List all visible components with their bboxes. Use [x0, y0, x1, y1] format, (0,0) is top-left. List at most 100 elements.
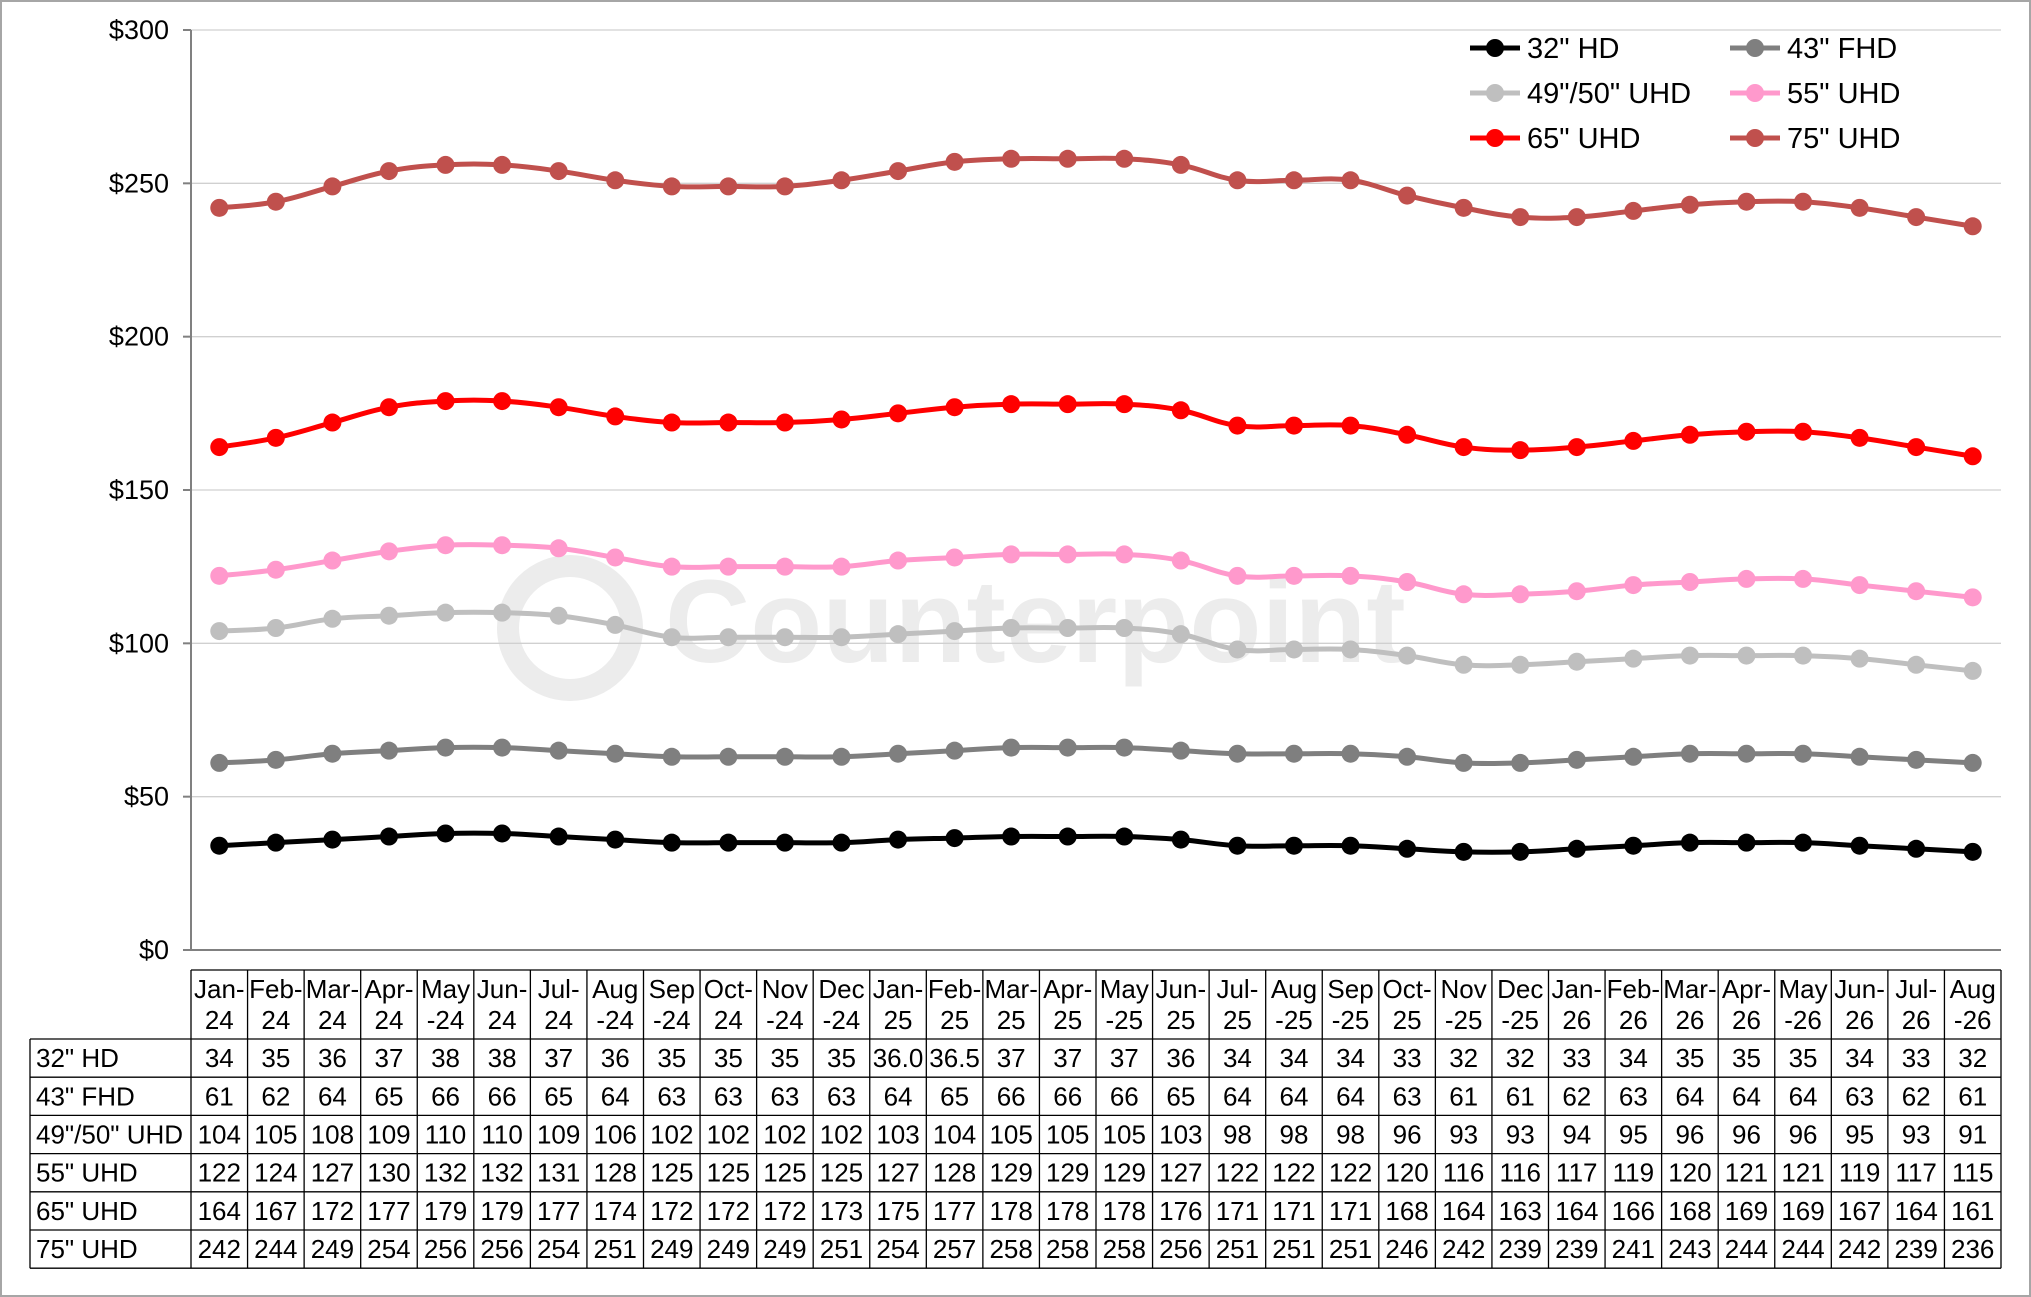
legend-label: 43" FHD: [1787, 33, 1897, 65]
data-point: [945, 152, 964, 171]
data-point: [323, 830, 342, 849]
x-tick-label: -25: [1275, 1005, 1313, 1035]
data-point: [1341, 640, 1360, 659]
data-label: 239: [1555, 1234, 1598, 1264]
data-label: 128: [933, 1158, 976, 1188]
data-label: 249: [763, 1234, 806, 1264]
data-label: 109: [367, 1120, 410, 1150]
data-point: [1794, 646, 1813, 665]
data-label: 115: [1952, 1158, 1993, 1188]
data-label: 63: [657, 1081, 686, 1111]
data-label: 36.5: [929, 1043, 980, 1073]
x-tick-label: Mar-: [1663, 974, 1716, 1004]
data-point: [549, 606, 568, 625]
data-label: 105: [1046, 1120, 1089, 1150]
data-label: 251: [1329, 1234, 1372, 1264]
data-label: 172: [311, 1196, 354, 1226]
data-point: [1002, 619, 1021, 637]
data-label: 96: [1675, 1120, 1704, 1150]
data-label: 178: [989, 1196, 1032, 1226]
data-point: [1907, 438, 1926, 457]
data-label: 239: [1894, 1234, 1937, 1264]
data-label: 96: [1393, 1120, 1422, 1150]
data-point: [1228, 836, 1247, 855]
data-point: [775, 413, 794, 432]
table-row-label: 65" UHD: [36, 1196, 138, 1226]
data-label: 254: [876, 1234, 919, 1264]
data-point: [1115, 738, 1134, 757]
data-point: [832, 628, 851, 647]
data-point: [210, 438, 229, 457]
data-label: 251: [1216, 1234, 1259, 1264]
data-label: 64: [1280, 1081, 1309, 1111]
data-label: 258: [1046, 1234, 1089, 1264]
data-label: 66: [431, 1081, 460, 1111]
data-label: 242: [1442, 1234, 1485, 1264]
data-point: [832, 171, 851, 190]
data-point: [210, 753, 229, 772]
x-tick-label: -25: [1105, 1005, 1143, 1035]
data-point: [832, 410, 851, 429]
data-point: [1228, 171, 1247, 190]
data-label: 127: [1159, 1158, 1202, 1188]
data-point: [662, 557, 681, 576]
data-point: [1850, 198, 1869, 217]
data-label: 171: [1216, 1196, 1259, 1226]
data-label: 96: [1732, 1120, 1761, 1150]
data-point: [889, 404, 908, 423]
data-label: 35: [1789, 1043, 1818, 1073]
data-label: 167: [254, 1196, 297, 1226]
data-point: [1511, 585, 1530, 604]
data-label: 251: [820, 1234, 863, 1264]
x-tick-label: 26: [1845, 1005, 1874, 1035]
data-label: 64: [884, 1081, 913, 1111]
data-label: 32: [1449, 1043, 1478, 1073]
x-tick-label: Jan-: [194, 974, 245, 1004]
data-point: [1002, 149, 1021, 168]
data-point: [662, 628, 681, 647]
data-point: [1850, 747, 1869, 766]
data-label: 119: [1613, 1158, 1654, 1188]
x-tick-label: Apr-: [1722, 974, 1771, 1004]
x-tick-label: -25: [1332, 1005, 1370, 1035]
data-label: 122: [1329, 1158, 1372, 1188]
data-point: [1002, 738, 1021, 757]
data-label: 98: [1280, 1120, 1309, 1150]
data-label: 35: [827, 1043, 856, 1073]
data-point: [266, 428, 285, 447]
data-label: 179: [424, 1196, 467, 1226]
data-label: 244: [1781, 1234, 1824, 1264]
data-point: [1511, 208, 1530, 227]
data-label: 161: [1951, 1196, 1994, 1226]
data-point: [1284, 836, 1303, 855]
data-point: [889, 744, 908, 763]
data-label: 124: [254, 1158, 297, 1188]
data-label: 178: [1103, 1196, 1146, 1226]
data-label: 36: [318, 1043, 347, 1073]
y-tick-label: $100: [109, 628, 169, 658]
legend-item-49-50-uhd: 49"/50" UHD: [1470, 78, 1691, 110]
data-label: 91: [1958, 1120, 1987, 1150]
data-label: 33: [1393, 1043, 1422, 1073]
table-row-label: 32" HD: [36, 1043, 119, 1073]
data-label: 167: [1838, 1196, 1881, 1226]
x-tick-label: 24: [318, 1005, 347, 1035]
data-label: 251: [1272, 1234, 1315, 1264]
data-point: [1398, 747, 1417, 766]
x-tick-label: -24: [653, 1005, 691, 1035]
data-point: [945, 829, 964, 848]
y-tick-label: $0: [139, 935, 169, 965]
data-point: [606, 830, 625, 849]
data-label: 98: [1336, 1120, 1365, 1150]
data-label: 65: [375, 1081, 404, 1111]
table-row-label: 43" FHD: [36, 1081, 135, 1111]
data-label: 168: [1668, 1196, 1711, 1226]
table-row-label: 49"/50" UHD: [36, 1120, 183, 1150]
data-point: [379, 741, 398, 760]
data-point: [1511, 753, 1530, 772]
data-point: [1567, 750, 1586, 769]
data-point: [323, 177, 342, 196]
data-point: [1115, 827, 1134, 846]
data-label: 105: [254, 1120, 297, 1150]
table-row: 43" FHD 61 62 64 65 66 66 65 64 63 63 63 63 64 65 66 66 6…: [36, 1081, 1987, 1111]
